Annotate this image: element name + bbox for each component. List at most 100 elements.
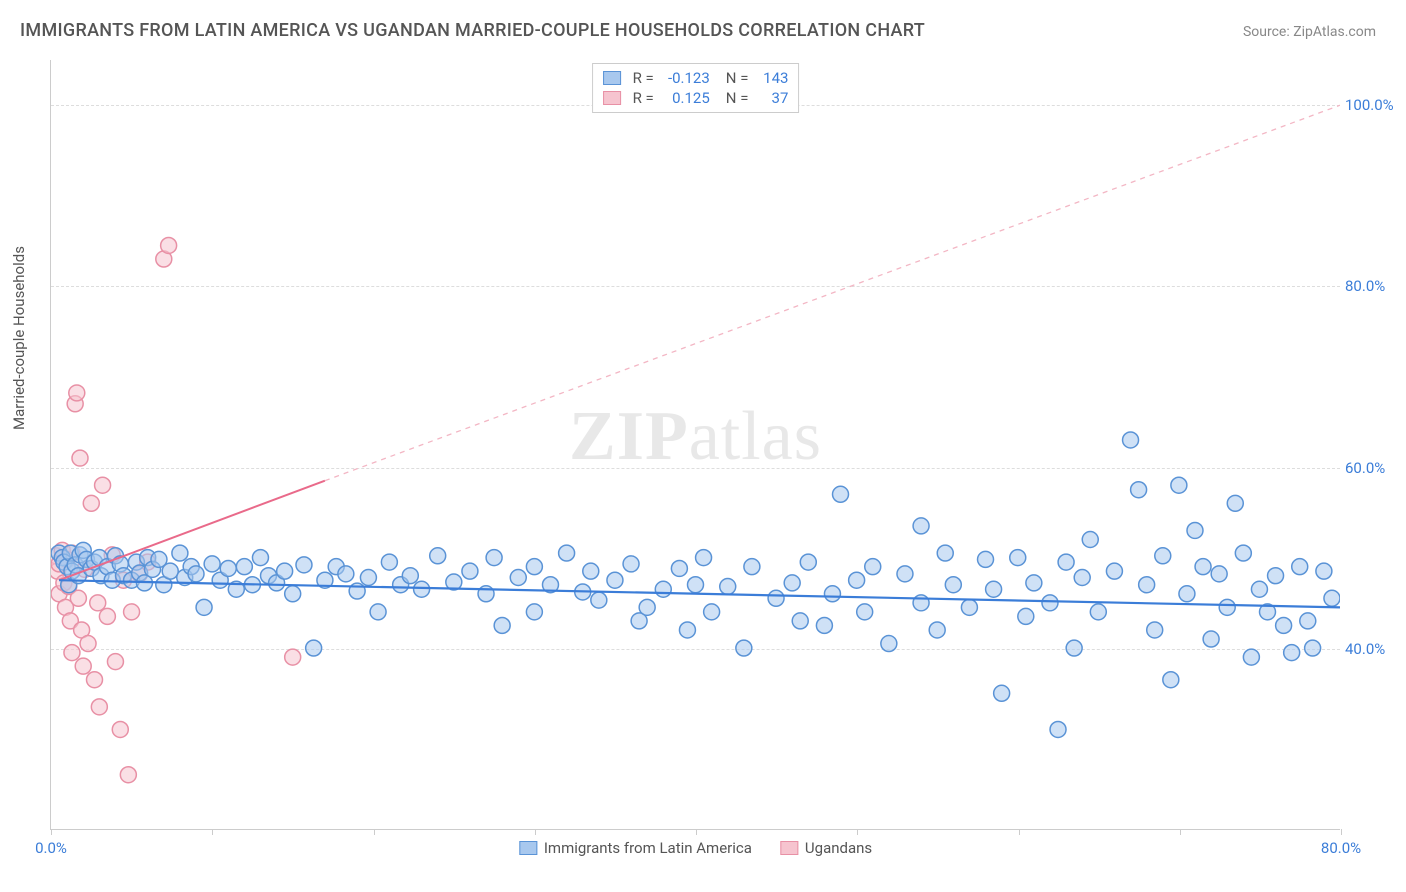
- data-point-latin: [67, 557, 83, 573]
- data-point-ugandan: [58, 599, 74, 615]
- data-point-ugandan: [156, 251, 172, 267]
- data-point-latin: [51, 545, 67, 561]
- n-value: 143: [756, 69, 788, 87]
- data-point-latin: [370, 604, 386, 620]
- data-point-latin: [704, 604, 720, 620]
- data-point-ugandan: [56, 575, 72, 591]
- data-point-ugandan: [91, 699, 107, 715]
- data-point-latin: [1106, 563, 1122, 579]
- data-point-latin: [865, 559, 881, 575]
- data-point-latin: [1147, 622, 1163, 638]
- data-point-latin: [1276, 617, 1292, 633]
- data-point-latin: [1026, 575, 1042, 591]
- data-point-ugandan: [77, 561, 93, 577]
- data-point-latin: [1139, 577, 1155, 593]
- legend-item-latin: Immigrants from Latin America: [519, 839, 752, 857]
- data-point-latin: [623, 556, 639, 572]
- data-point-ugandan: [64, 545, 80, 561]
- data-point-latin: [252, 550, 268, 566]
- data-point-latin: [277, 563, 293, 579]
- data-point-latin: [671, 560, 687, 576]
- data-point-latin: [93, 568, 109, 584]
- r-value: -0.123: [662, 69, 710, 87]
- data-point-ugandan: [64, 645, 80, 661]
- n-value: 37: [756, 89, 788, 107]
- data-point-latin: [183, 559, 199, 575]
- r-label: R =: [633, 69, 654, 87]
- data-point-latin: [1203, 631, 1219, 647]
- data-point-latin: [64, 563, 80, 579]
- data-point-ugandan: [132, 566, 148, 582]
- data-point-latin: [140, 550, 156, 566]
- data-point-latin: [945, 577, 961, 593]
- data-point-latin: [655, 581, 671, 597]
- data-point-latin: [1042, 595, 1058, 611]
- data-point-latin: [744, 559, 760, 575]
- data-point-latin: [402, 568, 418, 584]
- data-point-latin: [486, 550, 502, 566]
- data-point-ugandan: [74, 622, 90, 638]
- data-point-latin: [575, 584, 591, 600]
- data-point-latin: [824, 586, 840, 602]
- x-tick-label: 80.0%: [1321, 839, 1361, 857]
- x-tick-label: 0.0%: [35, 839, 67, 857]
- data-point-latin: [1082, 532, 1098, 548]
- data-point-latin: [720, 579, 736, 595]
- data-point-ugandan: [124, 604, 140, 620]
- data-point-latin: [816, 617, 832, 633]
- data-point-ugandan: [67, 396, 83, 412]
- legend-item-ugandan: Ugandans: [780, 839, 872, 857]
- data-point-latin: [446, 574, 462, 590]
- data-point-latin: [937, 545, 953, 561]
- data-point-latin: [204, 556, 220, 572]
- data-point-latin: [1074, 570, 1090, 586]
- data-point-ugandan: [285, 649, 301, 665]
- legend: Immigrants from Latin America Ugandans: [519, 839, 872, 857]
- data-point-latin: [414, 581, 430, 597]
- data-point-ugandan: [51, 556, 67, 572]
- data-point-latin: [285, 586, 301, 602]
- data-point-ugandan: [120, 767, 136, 783]
- data-point-latin: [986, 581, 1002, 597]
- legend-swatch-latin: [519, 841, 537, 855]
- data-point-latin: [526, 559, 542, 575]
- data-point-latin: [196, 599, 212, 615]
- data-point-latin: [228, 581, 244, 597]
- data-point-ugandan: [51, 548, 64, 564]
- data-point-latin: [478, 586, 494, 602]
- data-point-latin: [1195, 559, 1211, 575]
- data-point-latin: [583, 563, 599, 579]
- correlation-stats-box: R =-0.123N =143R =0.125N =37: [592, 63, 800, 113]
- data-point-latin: [87, 554, 103, 570]
- data-point-latin: [172, 545, 188, 561]
- data-point-latin: [913, 518, 929, 534]
- data-point-latin: [132, 565, 148, 581]
- y-tick-label: 60.0%: [1345, 459, 1400, 477]
- data-point-latin: [1300, 613, 1316, 629]
- n-label: N =: [726, 69, 749, 87]
- watermark: ZIPatlas: [569, 397, 822, 477]
- data-point-latin: [833, 486, 849, 502]
- data-point-latin: [784, 575, 800, 591]
- data-point-ugandan: [95, 477, 111, 493]
- data-point-latin: [236, 559, 252, 575]
- plot-area: ZIPatlas 40.0%60.0%80.0%100.0% R =-0.123…: [50, 60, 1340, 830]
- data-point-latin: [156, 577, 172, 593]
- data-point-latin: [83, 560, 99, 576]
- data-point-latin: [269, 575, 285, 591]
- data-point-latin: [1268, 568, 1284, 584]
- data-point-latin: [913, 595, 929, 611]
- data-point-latin: [897, 566, 913, 582]
- legend-label: Immigrants from Latin America: [544, 839, 752, 857]
- data-point-latin: [679, 622, 695, 638]
- data-point-latin: [177, 570, 193, 586]
- data-point-latin: [151, 551, 167, 567]
- data-point-ugandan: [99, 608, 115, 624]
- data-point-latin: [542, 577, 558, 593]
- data-point-ugandan: [70, 590, 86, 606]
- data-point-latin: [91, 550, 107, 566]
- data-point-latin: [631, 613, 647, 629]
- data-point-latin: [212, 572, 228, 588]
- data-point-ugandan: [116, 572, 132, 588]
- source-attribution: Source: ZipAtlas.com: [1243, 24, 1376, 40]
